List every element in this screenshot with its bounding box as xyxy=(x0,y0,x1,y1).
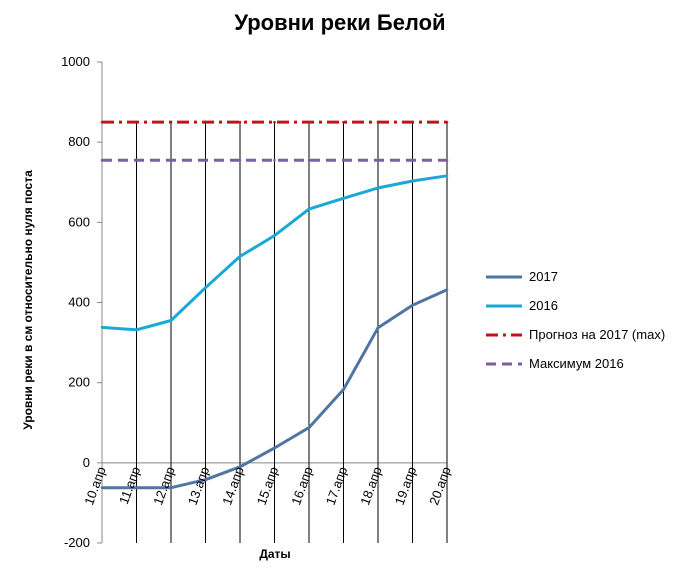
series-point-2 xyxy=(135,120,138,124)
series-point-0 xyxy=(169,486,173,489)
series-point-1 xyxy=(445,174,449,178)
series-point-0 xyxy=(238,465,242,469)
series-point-3 xyxy=(100,158,104,162)
series-point-1 xyxy=(204,286,207,289)
x-tick-label: 19.апр xyxy=(392,465,420,507)
series-point-3 xyxy=(135,158,138,162)
x-tick-label: 16.апр xyxy=(288,465,316,507)
series-point-0 xyxy=(376,326,380,330)
x-tick-label: 20.апр xyxy=(426,465,454,507)
y-tick-label: 400 xyxy=(68,295,90,310)
legend-swatch xyxy=(486,362,522,365)
y-tick-label: 800 xyxy=(68,134,90,149)
series-point-2 xyxy=(307,120,311,124)
y-tick-label: 600 xyxy=(68,214,90,229)
x-tick-label: 11.апр xyxy=(116,465,143,506)
series-point-2 xyxy=(342,120,345,124)
series-point-1 xyxy=(411,179,414,183)
series-point-3 xyxy=(376,158,380,162)
x-tick-label: 13.апр xyxy=(185,465,213,507)
series-point-3 xyxy=(273,158,276,162)
series-point-2 xyxy=(411,120,414,124)
series-point-0 xyxy=(204,478,207,481)
series-point-0 xyxy=(135,486,138,489)
legend-item: Прогноз на 2017 (max) xyxy=(484,320,684,349)
y-tick-label: 1000 xyxy=(61,54,90,69)
x-tick-label: 15.апр xyxy=(254,465,282,507)
x-tick-label: 10.апр xyxy=(81,465,109,507)
series-point-2 xyxy=(204,120,207,124)
y-tick-label: 200 xyxy=(68,375,90,390)
series-point-2 xyxy=(445,120,449,124)
legend-swatch xyxy=(486,333,522,336)
series-point-2 xyxy=(376,120,380,124)
chart-title: Уровни реки Белой xyxy=(234,10,446,35)
series-point-2 xyxy=(169,120,173,124)
legend-item: Максимум 2016 xyxy=(484,349,684,378)
legend-label: Прогноз на 2017 (max) xyxy=(529,327,666,342)
series-point-2 xyxy=(100,120,104,124)
series-point-3 xyxy=(169,158,173,162)
series-point-0 xyxy=(100,486,104,489)
series-point-0 xyxy=(411,304,414,307)
series-point-1 xyxy=(100,326,104,329)
series-point-2 xyxy=(273,120,276,124)
series-point-0 xyxy=(273,446,276,450)
x-axis-label: Даты xyxy=(259,547,291,561)
series-point-1 xyxy=(307,207,311,211)
legend-swatch xyxy=(486,304,522,307)
series-point-2 xyxy=(238,120,242,124)
legend-item: 2016 xyxy=(484,291,684,320)
legend: 2017 2016 Прогноз на 2017 (max) Максимум 20… xyxy=(484,262,684,378)
x-tick-label: 17.апр xyxy=(323,465,351,507)
series-point-1 xyxy=(169,319,173,322)
legend-label: Максимум 2016 xyxy=(529,356,624,371)
y-tick-label: 0 xyxy=(83,455,90,470)
series-point-1 xyxy=(238,255,242,258)
series-point-3 xyxy=(204,158,207,162)
legend-item: 2017 xyxy=(484,262,684,291)
series-point-1 xyxy=(342,196,345,200)
x-tick-label: 18.апр xyxy=(357,465,385,507)
series-point-0 xyxy=(307,426,311,429)
legend-label: 2017 xyxy=(529,269,558,284)
series-point-0 xyxy=(342,388,345,391)
series-point-3 xyxy=(411,158,414,162)
series-point-1 xyxy=(135,328,138,332)
series-point-0 xyxy=(445,288,449,291)
y-tick-label: -200 xyxy=(64,535,90,550)
series-point-3 xyxy=(342,158,345,162)
series-point-3 xyxy=(238,158,242,162)
series-point-3 xyxy=(445,158,449,162)
series-point-1 xyxy=(376,186,380,190)
series-point-1 xyxy=(273,234,276,237)
series-point-3 xyxy=(307,158,311,162)
legend-label: 2016 xyxy=(529,298,558,313)
legend-swatch xyxy=(486,275,522,278)
x-tick-label: 14.апр xyxy=(219,465,247,507)
